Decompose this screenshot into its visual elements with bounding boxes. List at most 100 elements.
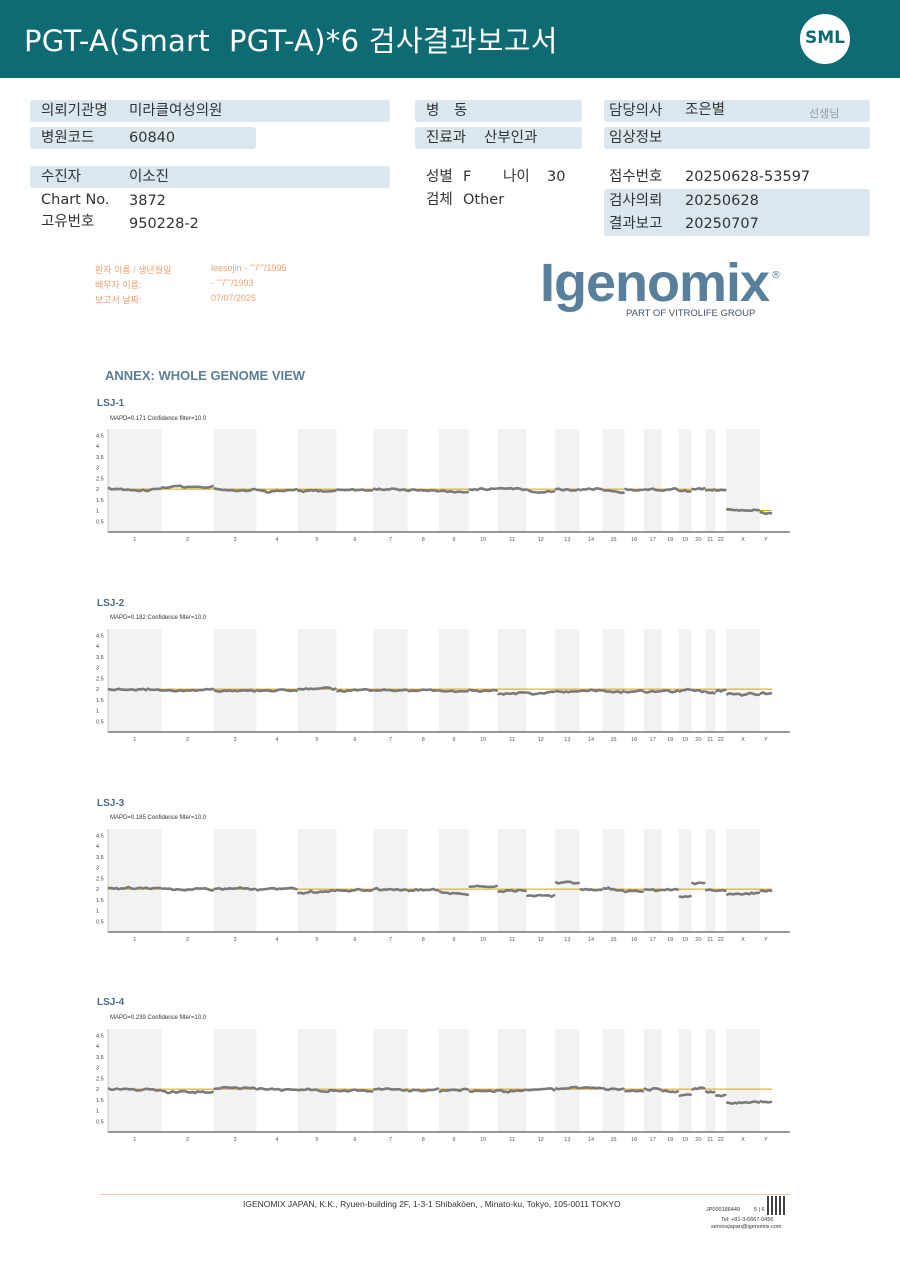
copy-number-trace-Y bbox=[759, 1099, 773, 1104]
doctor-suffix: 선생님 bbox=[809, 107, 840, 120]
copy-number-trace-4 bbox=[256, 688, 298, 693]
y-tick-label: 2.5 bbox=[96, 876, 104, 882]
x-tick-label: 9 bbox=[452, 537, 455, 543]
x-tick-label: 5 bbox=[315, 737, 318, 743]
chromosome-band bbox=[705, 1029, 716, 1132]
copy-number-trace-18 bbox=[661, 887, 680, 892]
copy-number-trace-6 bbox=[336, 687, 374, 693]
patient-label: 수진자 bbox=[41, 169, 82, 185]
copy-number-trace-12 bbox=[526, 690, 556, 696]
x-tick-label: 12 bbox=[538, 737, 544, 743]
genome-chart-lsj-2: 4.543.532.521.510.51 2 3 4 5 6 7 8 9 10 11 12 13 14 15… bbox=[96, 629, 790, 743]
copy-number-trace-9 bbox=[438, 689, 470, 694]
panel-name-1: LSJ-1 bbox=[97, 398, 125, 409]
ward-row bbox=[415, 100, 582, 122]
chromosome-band bbox=[678, 629, 692, 732]
x-tick-label: 20 bbox=[695, 537, 701, 543]
x-tick-label: 6 bbox=[353, 537, 356, 543]
copy-number-trace-16 bbox=[624, 1089, 645, 1093]
copy-number-trace-5 bbox=[297, 686, 337, 691]
copy-number-trace-3 bbox=[213, 688, 257, 693]
copy-number-trace-15 bbox=[602, 886, 625, 893]
chromosome-band bbox=[438, 429, 469, 532]
copy-number-trace-21 bbox=[704, 690, 716, 695]
copy-number-trace-16 bbox=[624, 889, 645, 894]
y-tick-label: 4 bbox=[96, 444, 99, 450]
y-tick-label: 3.5 bbox=[96, 655, 104, 661]
x-tick-label: 2 bbox=[186, 1137, 189, 1143]
chromosome-band bbox=[297, 629, 337, 732]
copy-number-trace-8 bbox=[407, 488, 440, 493]
chromosome-band bbox=[643, 429, 662, 532]
copy-number-trace-15 bbox=[602, 689, 625, 695]
copy-number-trace-11 bbox=[497, 691, 527, 696]
copy-number-trace-8 bbox=[407, 1087, 440, 1093]
copy-number-trace-3 bbox=[213, 1085, 257, 1091]
x-tick-label: 20 bbox=[695, 1137, 701, 1143]
x-tick-label: 13 bbox=[564, 937, 570, 943]
chromosome-band bbox=[555, 1029, 580, 1132]
copy-number-trace-20 bbox=[691, 688, 706, 694]
x-tick-label: 3 bbox=[233, 1137, 236, 1143]
copy-number-trace-14 bbox=[579, 1086, 603, 1090]
copy-number-trace-17 bbox=[643, 487, 662, 492]
footer-page-number: 5 | 6 bbox=[754, 1207, 765, 1213]
y-tick-label: 3 bbox=[96, 866, 99, 872]
copy-number-trace-X bbox=[725, 507, 761, 513]
x-tick-label: 17 bbox=[650, 737, 656, 743]
copy-number-trace-11 bbox=[497, 1088, 527, 1094]
chromosome-band bbox=[297, 429, 337, 532]
x-tick-label: 5 bbox=[315, 937, 318, 943]
x-tick-label: 4 bbox=[275, 737, 278, 743]
x-tick-label: 6 bbox=[353, 937, 356, 943]
copy-number-trace-10 bbox=[468, 487, 498, 492]
x-tick-label: 12 bbox=[538, 1137, 544, 1143]
chromosome-band bbox=[643, 629, 662, 732]
x-tick-label: 14 bbox=[588, 937, 594, 943]
y-tick-label: 2.5 bbox=[96, 676, 104, 682]
y-tick-label: 1 bbox=[96, 509, 99, 515]
doctor-label: 담당의사 bbox=[609, 103, 663, 119]
copy-number-trace-4 bbox=[256, 1087, 298, 1092]
y-tick-label: 2 bbox=[96, 487, 99, 493]
chromosome-band bbox=[726, 1029, 760, 1132]
x-tick-label: 10 bbox=[480, 537, 486, 543]
x-tick-label: 12 bbox=[538, 537, 544, 543]
y-tick-label: 2 bbox=[96, 687, 99, 693]
y-tick-label: 3 bbox=[96, 1066, 99, 1072]
report-header: PGT-A(Smart PGT-A)*6 검사결과보고서 SML bbox=[0, 0, 900, 78]
chromosome-band bbox=[108, 629, 162, 732]
copy-number-trace-6 bbox=[336, 1088, 374, 1093]
y-tick-label: 1.5 bbox=[96, 698, 104, 704]
footer-address: IGENOMIX JAPAN, K.K., Ryuen-building 2F,… bbox=[243, 1199, 621, 1209]
x-tick-label: 7 bbox=[389, 537, 392, 543]
copy-number-trace-X bbox=[725, 891, 761, 896]
copy-number-trace-X bbox=[725, 691, 761, 697]
copy-number-trace-5 bbox=[297, 1087, 337, 1094]
x-tick-label: 11 bbox=[509, 737, 515, 743]
x-tick-label: 1 bbox=[133, 937, 136, 943]
x-tick-label: 18 bbox=[667, 537, 673, 543]
copy-number-trace-4 bbox=[256, 488, 298, 494]
footer-tel: Tel: +81-3-6667-0456 bbox=[721, 1217, 774, 1223]
x-tick-label: 22 bbox=[718, 937, 724, 943]
x-tick-label: 17 bbox=[650, 1137, 656, 1143]
x-tick-label: 15 bbox=[610, 937, 616, 943]
report-date-value: 07/07/2025 bbox=[211, 293, 257, 303]
chromosome-band bbox=[297, 829, 337, 932]
annex-title: ANNEX: WHOLE GENOME VIEW bbox=[105, 368, 306, 383]
footer-email: servicejapan@igenomix.com bbox=[711, 1224, 782, 1230]
copy-number-trace-2 bbox=[161, 1089, 214, 1095]
copy-number-trace-11 bbox=[497, 888, 527, 894]
panel-name-4: LSJ-4 bbox=[97, 997, 125, 1008]
copy-number-trace-19 bbox=[678, 687, 692, 693]
institution-label: 의뢰기관명 bbox=[41, 103, 108, 119]
age-label: 나이 bbox=[503, 169, 530, 185]
x-tick-label: X bbox=[741, 1137, 745, 1143]
y-tick-label: 1.5 bbox=[96, 498, 104, 504]
x-tick-label: 18 bbox=[667, 1137, 673, 1143]
y-tick-label: 1.5 bbox=[96, 898, 104, 904]
qr-code-icon bbox=[767, 1196, 786, 1215]
x-tick-label: 13 bbox=[564, 1137, 570, 1143]
copy-number-trace-1 bbox=[107, 687, 162, 692]
